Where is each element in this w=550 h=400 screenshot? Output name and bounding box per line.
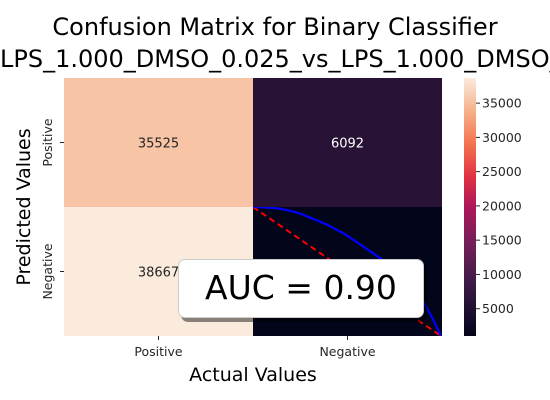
chart-title-line-2: LPS_1.000_DMSO_0.025_vs_LPS_1.000_DMSO_0… bbox=[0, 45, 550, 73]
heatmap-cell-r0-c0 bbox=[64, 78, 253, 207]
colorbar-gradient bbox=[464, 78, 476, 336]
chart-title: Confusion Matrix for Binary Classifier L… bbox=[0, 8, 550, 78]
colorbar-tick-label-2: 15000 bbox=[482, 233, 522, 248]
y-tick-label-1: Negative bbox=[40, 243, 55, 299]
colorbar: 5000 10000 15000 20000 25000 30000 35000 bbox=[464, 78, 522, 336]
colorbar-tick-label-5: 30000 bbox=[482, 130, 522, 145]
cell-value-r1-c0: 38667 bbox=[138, 266, 179, 281]
colorbar-tick-label-0: 5000 bbox=[482, 301, 514, 316]
x-tick-label-0: Positive bbox=[134, 344, 182, 359]
x-axis-label: Actual Values bbox=[189, 364, 317, 386]
colorbar-tick-label-4: 25000 bbox=[482, 164, 522, 179]
cell-value-r0-c0: 35525 bbox=[138, 137, 179, 152]
colorbar-tick-label-1: 10000 bbox=[482, 267, 522, 282]
colorbar-tick-label-6: 35000 bbox=[482, 96, 522, 111]
auc-annotation: AUC = 0.90 bbox=[178, 259, 424, 318]
y-tick-label-0: Positive bbox=[40, 118, 55, 166]
colorbar-tick-label-3: 20000 bbox=[482, 198, 522, 213]
heatmap-cell-r0-c1 bbox=[253, 78, 442, 207]
axis-ticks: Positive Negative Positive Negative bbox=[40, 118, 376, 359]
cell-value-r0-c1: 6092 bbox=[331, 137, 364, 152]
y-axis-label: Predicted Values bbox=[13, 128, 35, 285]
x-tick-label-1: Negative bbox=[319, 344, 375, 359]
chart-title-line-1: Confusion Matrix for Binary Classifier bbox=[52, 13, 498, 41]
